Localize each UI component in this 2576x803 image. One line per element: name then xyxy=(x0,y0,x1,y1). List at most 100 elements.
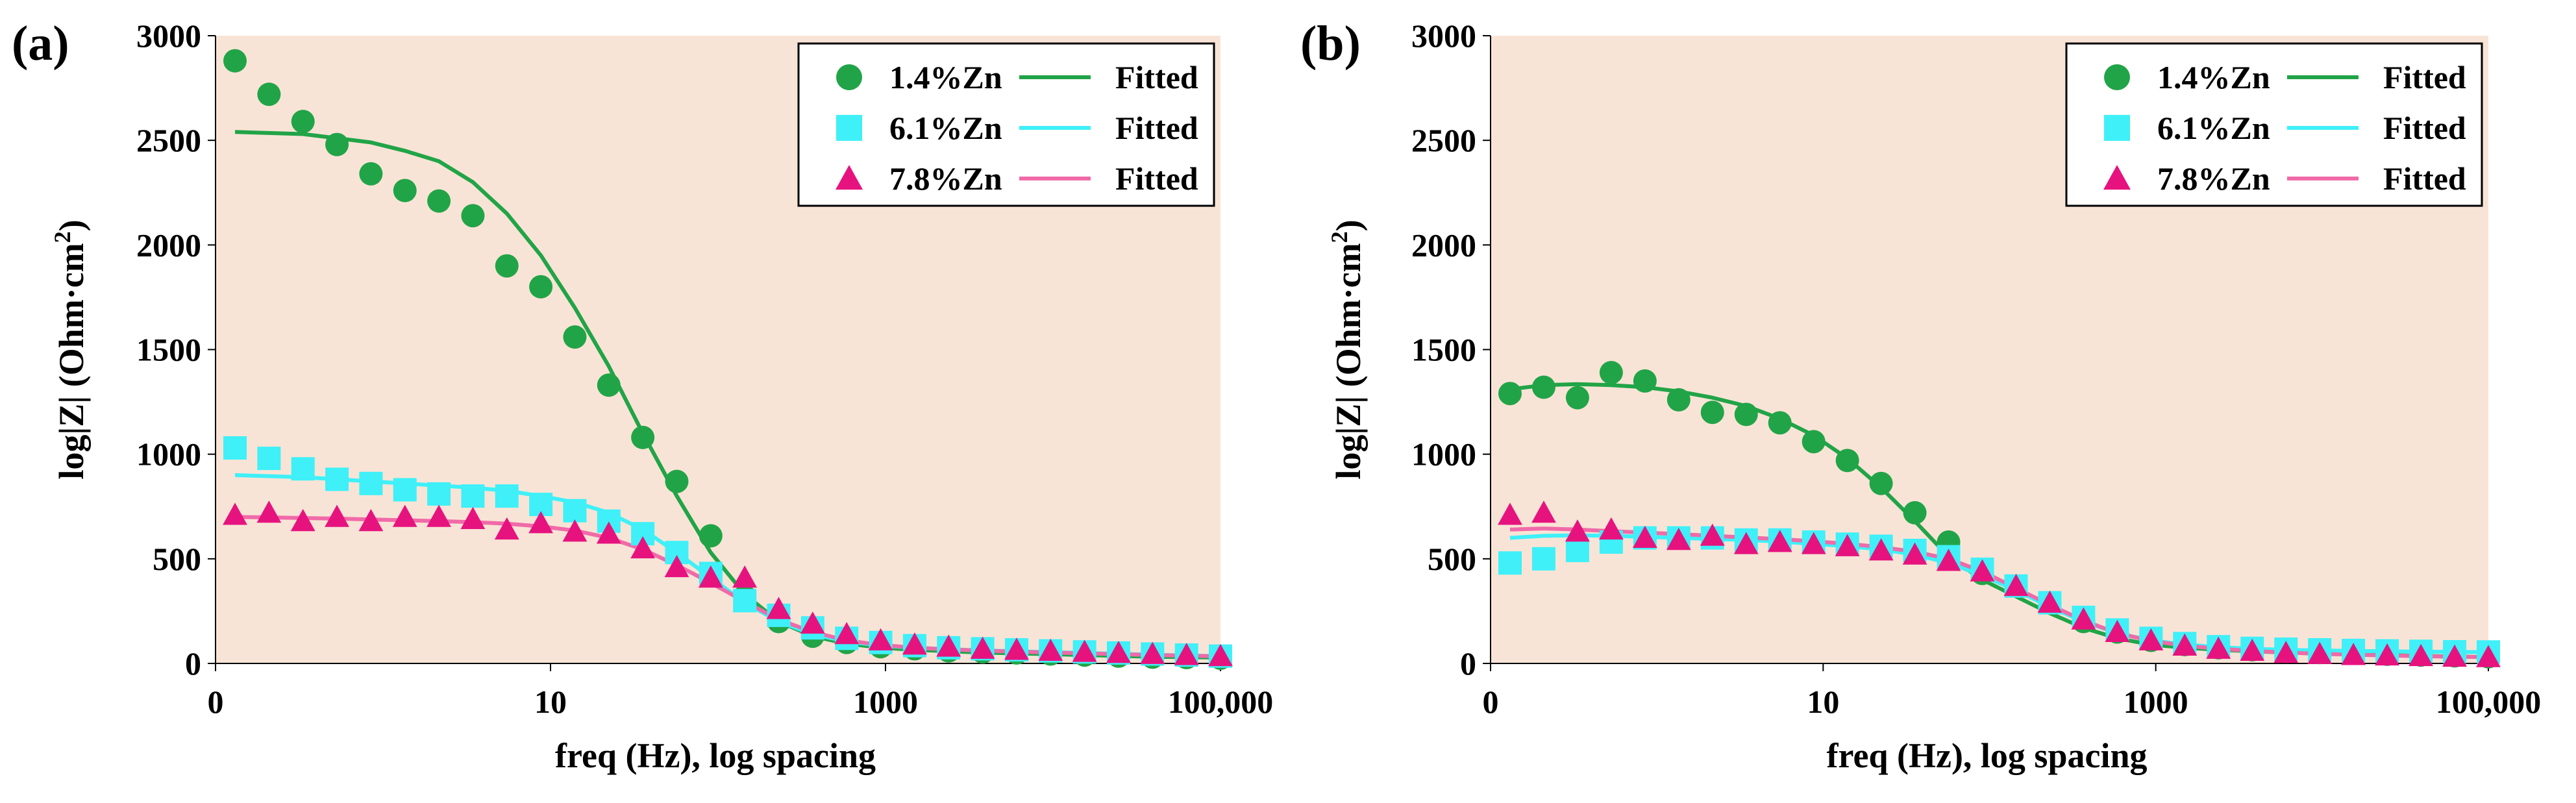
y-axis-label-close: ) xyxy=(1329,219,1368,231)
data-point-7.8%Zn xyxy=(2409,643,2433,667)
legend-marker-6.1%Zn xyxy=(2104,115,2130,141)
data-point-1.4%Zn xyxy=(1700,401,1724,425)
data-point-7.8%Zn xyxy=(1632,525,1657,548)
data-point-7.8%Zn xyxy=(1038,638,1063,661)
data-point-7.8%Zn xyxy=(936,634,961,657)
y-tick-label: 0 xyxy=(185,645,201,682)
legend-fit-label: Fitted xyxy=(1115,59,1198,95)
legend-label: 1.4%Zn xyxy=(2157,59,2270,95)
data-point-1.4%Zn xyxy=(1531,375,1555,399)
y-tick-label: 2000 xyxy=(1411,227,1476,263)
data-point-7.8%Zn xyxy=(1072,639,1097,662)
y-tick-label: 0 xyxy=(1460,645,1476,682)
data-point-1.4%Zn xyxy=(495,254,519,278)
data-point-7.8%Zn xyxy=(1868,538,1894,561)
data-point-7.8%Zn xyxy=(392,504,417,527)
data-point-1.4%Zn xyxy=(359,162,383,186)
legend-marker-7.8%Zn xyxy=(836,165,863,190)
x-tick-label: 10 xyxy=(534,684,567,720)
data-point-1.4%Zn xyxy=(1768,411,1792,435)
legend-label: 6.1%Zn xyxy=(2157,110,2270,146)
data-point-6.1%Zn xyxy=(1531,547,1555,571)
data-point-7.8%Zn xyxy=(1174,643,1199,665)
data-point-1.4%Zn xyxy=(1498,382,1522,406)
legend-marker-1.4%Zn xyxy=(2104,64,2130,90)
data-point-1.4%Zn xyxy=(223,49,247,73)
data-point-1.4%Zn xyxy=(1666,388,1690,412)
data-point-7.8%Zn xyxy=(2138,628,2164,650)
legend-label: 6.1%Zn xyxy=(889,110,1002,146)
legend-fit-label: Fitted xyxy=(1115,160,1198,197)
data-point-7.8%Zn xyxy=(2206,636,2231,659)
data-point-6.1%Zn xyxy=(291,457,315,481)
chart-panel-2: 0 500 1000 1500 2000 2500 3000 0 10 1000 100,000 fr… xyxy=(1300,16,2541,775)
data-point-7.8%Zn xyxy=(2341,643,2366,665)
data-point-7.8%Zn xyxy=(256,500,282,523)
data-point-6.1%Zn xyxy=(427,482,451,506)
data-point-1.4%Zn xyxy=(1599,360,1623,384)
y-axis-label: log|Z| (Ohm·cm2) xyxy=(1326,219,1368,479)
data-point-7.8%Zn xyxy=(1666,528,1691,550)
data-point-7.8%Zn xyxy=(1835,534,1860,556)
data-point-7.8%Zn xyxy=(630,536,656,559)
y-tick-label: 1500 xyxy=(1411,332,1476,368)
legend-fit-label: Fitted xyxy=(2383,59,2466,95)
data-point-7.8%Zn xyxy=(1565,519,1590,542)
data-point-7.8%Zn xyxy=(2003,573,2029,597)
data-point-6.1%Zn xyxy=(461,484,485,508)
data-point-1.4%Zn xyxy=(1835,449,1859,473)
data-point-6.1%Zn xyxy=(359,471,383,495)
data-point-1.4%Zn xyxy=(563,325,587,349)
data-point-1.4%Zn xyxy=(1802,430,1826,454)
data-point-7.8%Zn xyxy=(2375,643,2400,666)
data-point-1.4%Zn xyxy=(597,373,621,397)
data-point-6.1%Zn xyxy=(393,478,417,502)
data-point-7.8%Zn xyxy=(2273,641,2299,663)
y-tick-label: 1500 xyxy=(136,332,201,368)
data-point-7.8%Zn xyxy=(1004,637,1029,660)
data-point-7.8%Zn xyxy=(2037,590,2062,613)
data-point-7.8%Zn xyxy=(325,504,349,527)
data-point-7.8%Zn xyxy=(1140,641,1165,664)
data-point-1.4%Zn xyxy=(257,82,281,106)
data-point-7.8%Zn xyxy=(2240,638,2265,661)
x-axis-label: freq (Hz), log spacing xyxy=(555,736,876,775)
legend-fit-label: Fitted xyxy=(1115,110,1198,146)
data-point-7.8%Zn xyxy=(1733,532,1759,554)
legend-box xyxy=(797,42,1215,207)
x-tick-label: 1000 xyxy=(853,684,918,720)
data-point-7.8%Zn xyxy=(494,517,519,540)
data-point-6.1%Zn xyxy=(733,589,757,613)
data-point-7.8%Zn xyxy=(562,519,588,542)
data-point-1.4%Zn xyxy=(325,132,349,156)
data-point-7.8%Zn xyxy=(1801,532,1826,554)
data-point-7.8%Zn xyxy=(732,565,758,588)
legend-label: 1.4%Zn xyxy=(889,59,1002,95)
data-point-1.4%Zn xyxy=(1565,386,1589,410)
data-point-7.8%Zn xyxy=(1970,559,1995,582)
x-axis-label: freq (Hz), log spacing xyxy=(1827,736,2148,775)
data-point-7.8%Zn xyxy=(834,622,860,645)
data-point-1.4%Zn xyxy=(1869,471,1893,495)
data-point-6.1%Zn xyxy=(325,467,349,491)
data-point-7.8%Zn xyxy=(596,521,621,544)
data-point-7.8%Zn xyxy=(902,632,927,655)
data-point-7.8%Zn xyxy=(1531,500,1556,523)
legend-label: 7.8%Zn xyxy=(889,160,1002,197)
data-point-7.8%Zn xyxy=(1700,523,1725,546)
data-point-7.8%Zn xyxy=(1936,549,1961,571)
data-point-6.1%Zn xyxy=(223,436,247,460)
y-tick-label: 500 xyxy=(153,541,201,577)
data-point-7.8%Zn xyxy=(2105,619,2130,643)
y-tick-label: 2000 xyxy=(136,227,201,263)
data-point-7.8%Zn xyxy=(766,597,791,619)
data-point-7.8%Zn xyxy=(800,611,825,634)
data-point-7.8%Zn xyxy=(427,504,451,527)
y-tick-label: 2500 xyxy=(1411,122,1476,158)
data-point-1.4%Zn xyxy=(461,204,485,228)
y-tick-label: 3000 xyxy=(136,18,201,54)
data-point-1.4%Zn xyxy=(1633,369,1657,393)
y-tick-label: 1000 xyxy=(136,436,201,473)
data-point-7.8%Zn xyxy=(2172,633,2198,656)
